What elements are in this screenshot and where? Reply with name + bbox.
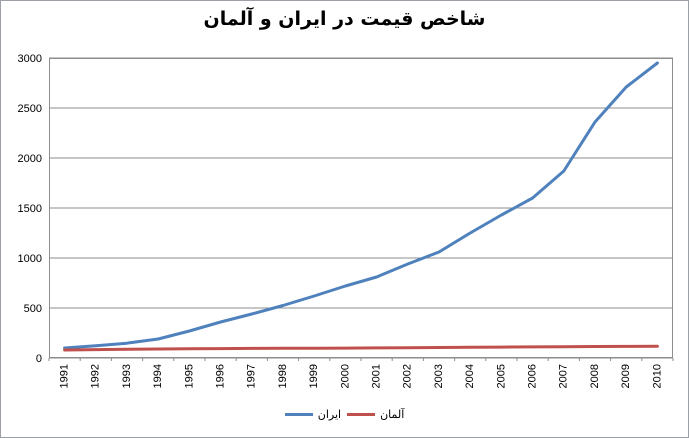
legend: ایران آلمان xyxy=(1,408,688,421)
x-axis-label: 1997 xyxy=(246,364,258,388)
x-axis-label: 1993 xyxy=(121,364,133,388)
x-axis-label: 2003 xyxy=(433,364,445,388)
y-axis-label: 2500 xyxy=(18,103,42,115)
legend-item-iran: ایران xyxy=(284,408,342,421)
x-axis-label: 1996 xyxy=(215,364,227,388)
plot-border xyxy=(49,58,673,358)
x-axis-label: 2007 xyxy=(558,364,570,388)
legend-label-germany: آلمان xyxy=(380,408,405,421)
x-axis-label: 1999 xyxy=(308,364,320,388)
x-axis-label: 1991 xyxy=(59,364,71,388)
chart-title: شاخص قیمت در ایران و آلمان xyxy=(203,8,486,30)
x-axis-label: 2010 xyxy=(651,364,663,388)
x-axis-label: 2004 xyxy=(464,364,476,388)
y-axis-label: 1500 xyxy=(18,203,42,215)
x-axis-label: 2005 xyxy=(495,364,507,388)
iran-line-swatch xyxy=(284,413,313,416)
y-axis-label: 2000 xyxy=(18,153,42,165)
x-axis-label: 2006 xyxy=(527,364,539,388)
x-axis-label: 2001 xyxy=(371,364,383,388)
legend-label-iran: ایران xyxy=(317,408,342,421)
x-axis-label: 1994 xyxy=(152,364,164,388)
x-axis-label: 2000 xyxy=(339,364,351,388)
x-axis-label: 2002 xyxy=(402,364,414,388)
x-axis-label: 2008 xyxy=(589,364,601,388)
series-line-germany xyxy=(63,344,659,352)
x-axis-label: 1998 xyxy=(277,364,289,388)
x-axis-label: 1992 xyxy=(90,364,102,388)
series-line-iran xyxy=(63,61,659,350)
y-axis-label: 3000 xyxy=(18,53,42,65)
germany-line-swatch xyxy=(347,413,376,416)
legend-item-germany: آلمان xyxy=(347,408,404,421)
y-axis-label: 1000 xyxy=(18,253,42,265)
y-axis-label: 0 xyxy=(36,353,42,365)
x-axis-label: 2009 xyxy=(620,364,632,388)
y-axis-label: 500 xyxy=(24,303,42,315)
x-axis-label: 1995 xyxy=(183,364,195,388)
